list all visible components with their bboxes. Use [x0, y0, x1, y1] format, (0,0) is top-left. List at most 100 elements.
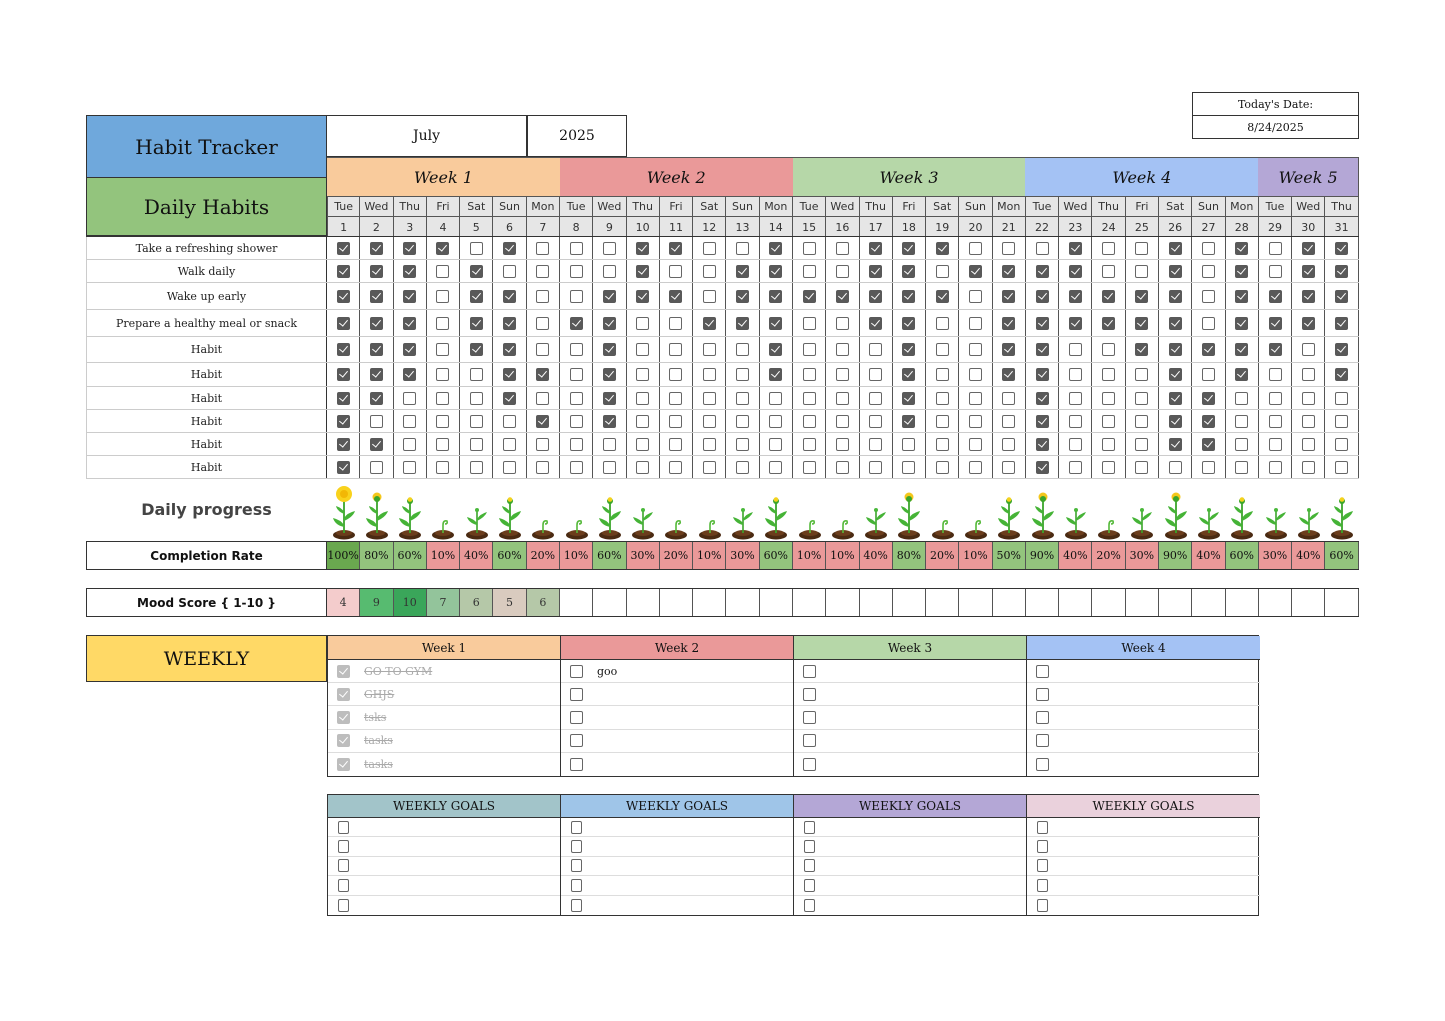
- mood-score-cell[interactable]: [1092, 589, 1126, 616]
- unchecked-checkbox[interactable]: [570, 664, 583, 678]
- unchecked-checkbox[interactable]: [1268, 391, 1282, 405]
- unchecked-checkbox[interactable]: [902, 437, 916, 451]
- unchecked-checkbox[interactable]: [835, 391, 849, 405]
- unchecked-checkbox[interactable]: [736, 460, 750, 474]
- unchecked-checkbox[interactable]: [503, 437, 517, 451]
- checked-checkbox[interactable]: [403, 241, 417, 255]
- unchecked-checkbox[interactable]: [802, 316, 816, 330]
- unchecked-checkbox[interactable]: [1036, 687, 1049, 701]
- checked-checkbox[interactable]: [1235, 264, 1249, 278]
- weekly-task-text[interactable]: tasks: [364, 757, 393, 771]
- unchecked-checkbox[interactable]: [1235, 437, 1249, 451]
- weekly-task-item[interactable]: GO TO GYM: [328, 660, 560, 684]
- checked-checkbox[interactable]: [1102, 316, 1116, 330]
- checked-checkbox[interactable]: [1068, 264, 1082, 278]
- unchecked-checkbox[interactable]: [935, 368, 949, 381]
- checked-checkbox[interactable]: [336, 343, 350, 356]
- unchecked-checkbox[interactable]: [469, 437, 483, 451]
- unchecked-checkbox[interactable]: [802, 241, 816, 255]
- unchecked-checkbox[interactable]: [804, 898, 815, 912]
- checked-checkbox[interactable]: [602, 391, 616, 405]
- unchecked-checkbox[interactable]: [804, 878, 815, 892]
- checked-checkbox[interactable]: [403, 343, 417, 356]
- weekly-goal-item[interactable]: [561, 857, 793, 877]
- checked-checkbox[interactable]: [935, 241, 949, 255]
- checked-checkbox[interactable]: [902, 264, 916, 278]
- checked-checkbox[interactable]: [503, 289, 517, 303]
- unchecked-checkbox[interactable]: [869, 343, 883, 356]
- checked-checkbox[interactable]: [336, 460, 350, 474]
- unchecked-checkbox[interactable]: [1037, 859, 1048, 873]
- checked-checkbox[interactable]: [503, 316, 517, 330]
- checked-checkbox[interactable]: [1235, 343, 1249, 356]
- unchecked-checkbox[interactable]: [536, 241, 550, 255]
- unchecked-checkbox[interactable]: [869, 437, 883, 451]
- checked-checkbox[interactable]: [1135, 289, 1149, 303]
- unchecked-checkbox[interactable]: [869, 460, 883, 474]
- unchecked-checkbox[interactable]: [804, 840, 815, 854]
- checked-checkbox[interactable]: [1168, 343, 1182, 356]
- weekly-task-item[interactable]: [561, 730, 793, 753]
- checked-checkbox[interactable]: [469, 264, 483, 278]
- checked-checkbox[interactable]: [736, 264, 750, 278]
- weekly-task-item[interactable]: [1027, 660, 1260, 684]
- unchecked-checkbox[interactable]: [769, 414, 783, 428]
- unchecked-checkbox[interactable]: [569, 414, 583, 428]
- checked-checkbox[interactable]: [602, 289, 616, 303]
- checked-checkbox[interactable]: [769, 264, 783, 278]
- mood-score-cell[interactable]: [1292, 589, 1326, 616]
- checked-checkbox[interactable]: [769, 241, 783, 255]
- mood-score-cell[interactable]: [726, 589, 760, 616]
- unchecked-checkbox[interactable]: [702, 289, 716, 303]
- checked-checkbox[interactable]: [1301, 316, 1315, 330]
- unchecked-checkbox[interactable]: [769, 460, 783, 474]
- unchecked-checkbox[interactable]: [469, 414, 483, 428]
- unchecked-checkbox[interactable]: [1037, 820, 1048, 834]
- checked-checkbox[interactable]: [1335, 241, 1349, 255]
- unchecked-checkbox[interactable]: [803, 687, 816, 701]
- mood-score-cell[interactable]: [826, 589, 860, 616]
- weekly-goal-item[interactable]: [794, 818, 1026, 838]
- habit-label[interactable]: Habit: [86, 433, 327, 455]
- mood-score-cell[interactable]: 7: [426, 589, 461, 616]
- checked-checkbox[interactable]: [869, 289, 883, 303]
- unchecked-checkbox[interactable]: [1335, 460, 1349, 474]
- unchecked-checkbox[interactable]: [1102, 414, 1116, 428]
- checked-checkbox[interactable]: [1168, 316, 1182, 330]
- unchecked-checkbox[interactable]: [968, 368, 982, 381]
- unchecked-checkbox[interactable]: [702, 241, 716, 255]
- unchecked-checkbox[interactable]: [636, 414, 650, 428]
- unchecked-checkbox[interactable]: [571, 820, 582, 834]
- mood-score-cell[interactable]: [760, 589, 793, 616]
- checked-checkbox[interactable]: [337, 664, 350, 678]
- checked-checkbox[interactable]: [1235, 241, 1249, 255]
- weekly-goal-item[interactable]: [1027, 876, 1260, 896]
- mood-score-cell[interactable]: 5: [493, 589, 527, 616]
- unchecked-checkbox[interactable]: [536, 264, 550, 278]
- unchecked-checkbox[interactable]: [1068, 368, 1082, 381]
- checked-checkbox[interactable]: [1201, 437, 1215, 451]
- unchecked-checkbox[interactable]: [835, 414, 849, 428]
- checked-checkbox[interactable]: [569, 316, 583, 330]
- unchecked-checkbox[interactable]: [1036, 734, 1049, 748]
- unchecked-checkbox[interactable]: [602, 241, 616, 255]
- checked-checkbox[interactable]: [369, 391, 383, 405]
- weekly-goal-item[interactable]: [1027, 896, 1260, 915]
- checked-checkbox[interactable]: [1268, 289, 1282, 303]
- checked-checkbox[interactable]: [336, 316, 350, 330]
- unchecked-checkbox[interactable]: [1268, 241, 1282, 255]
- unchecked-checkbox[interactable]: [1035, 241, 1049, 255]
- checked-checkbox[interactable]: [636, 289, 650, 303]
- unchecked-checkbox[interactable]: [503, 414, 517, 428]
- checked-checkbox[interactable]: [1201, 343, 1215, 356]
- weekly-task-item[interactable]: tasks: [328, 753, 560, 776]
- checked-checkbox[interactable]: [1035, 437, 1049, 451]
- unchecked-checkbox[interactable]: [1335, 391, 1349, 405]
- unchecked-checkbox[interactable]: [1102, 460, 1116, 474]
- unchecked-checkbox[interactable]: [803, 664, 816, 678]
- unchecked-checkbox[interactable]: [436, 391, 450, 405]
- unchecked-checkbox[interactable]: [802, 460, 816, 474]
- unchecked-checkbox[interactable]: [602, 460, 616, 474]
- unchecked-checkbox[interactable]: [569, 368, 583, 381]
- unchecked-checkbox[interactable]: [1068, 437, 1082, 451]
